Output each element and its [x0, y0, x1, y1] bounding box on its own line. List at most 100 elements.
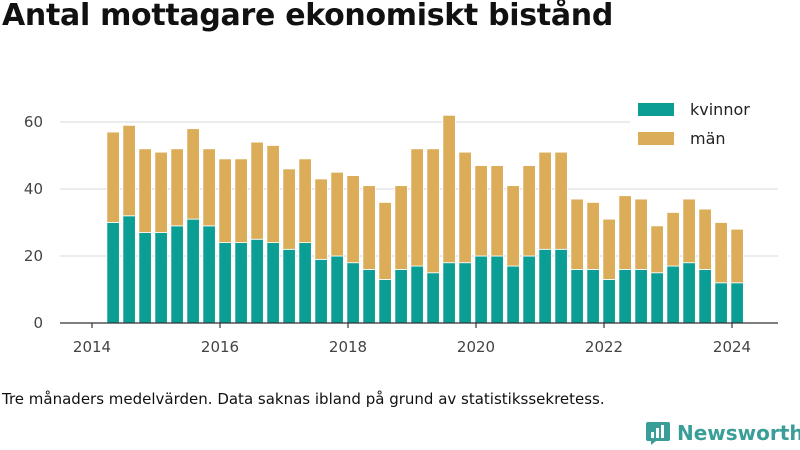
- bar-kvinnor: [394, 268, 408, 324]
- bar-man: [138, 148, 152, 233]
- bar-man: [282, 168, 296, 250]
- bar-kvinnor: [282, 248, 296, 324]
- bar-kvinnor: [314, 258, 328, 324]
- bar-man: [442, 114, 456, 264]
- bar-man: [474, 165, 488, 257]
- bar-man: [346, 175, 360, 264]
- bar-man: [218, 158, 232, 244]
- bar-kvinnor: [106, 222, 120, 324]
- bar-stack: [202, 148, 216, 324]
- bar-stack: [682, 198, 696, 324]
- bar-kvinnor: [202, 225, 216, 324]
- bar-kvinnor: [154, 232, 168, 324]
- bar-kvinnor: [218, 242, 232, 324]
- bar-man: [154, 151, 168, 233]
- bar-kvinnor: [522, 255, 536, 324]
- bar-man: [714, 222, 728, 284]
- bar-stack: [138, 148, 152, 324]
- bar-kvinnor: [474, 255, 488, 324]
- bar-man: [426, 148, 440, 274]
- bar-man: [330, 171, 344, 257]
- bar-kvinnor: [586, 268, 600, 324]
- bar-man: [698, 208, 712, 270]
- y-tick-label: 20: [24, 247, 43, 265]
- bar-stack: [154, 151, 168, 324]
- bar-man: [314, 178, 328, 260]
- bar-man: [586, 201, 600, 270]
- bar-kvinnor: [682, 262, 696, 324]
- bar-stack: [458, 151, 472, 324]
- x-tick-label: 2022: [585, 338, 623, 356]
- footnote: Tre månaders medelvärden. Data saknas ib…: [2, 390, 605, 408]
- bar-kvinnor: [426, 272, 440, 324]
- bar-kvinnor: [410, 265, 424, 324]
- bar-stack: [730, 228, 744, 324]
- legend-swatch: [638, 103, 674, 116]
- bar-man: [170, 148, 184, 227]
- bar-kvinnor: [378, 279, 392, 324]
- bar-kvinnor: [554, 248, 568, 324]
- bar-stack: [186, 128, 200, 324]
- bar-stack: [346, 175, 360, 324]
- bar-stack: [426, 148, 440, 324]
- bar-kvinnor: [250, 238, 264, 324]
- bar-kvinnor: [570, 268, 584, 324]
- bar-stack: [490, 165, 504, 324]
- bar-man: [682, 198, 696, 264]
- bar-kvinnor: [266, 242, 280, 324]
- bar-man: [634, 198, 648, 270]
- bar-man: [666, 212, 680, 267]
- bar-man: [202, 148, 216, 227]
- bar-man: [730, 228, 744, 284]
- bar-man: [186, 128, 200, 220]
- bar-stack: [362, 185, 376, 324]
- bar-stack: [234, 158, 248, 324]
- bar-man: [298, 158, 312, 244]
- x-tick-label: 2020: [457, 338, 495, 356]
- bar-man: [458, 151, 472, 264]
- bar-man: [602, 218, 616, 280]
- bar-man: [250, 141, 264, 240]
- x-tick-label: 2016: [201, 338, 239, 356]
- bar-stack: [298, 158, 312, 324]
- bar-stack: [618, 195, 632, 324]
- bar-man: [570, 198, 584, 270]
- bar-kvinnor: [730, 282, 744, 324]
- bar-kvinnor: [442, 262, 456, 324]
- bar-man: [618, 195, 632, 270]
- x-tick-label: 2024: [713, 338, 751, 356]
- x-axis-ticks: 2014 2016 2018 2020 2022 2024: [73, 323, 751, 356]
- bar-stack: [314, 178, 328, 324]
- bar-man: [394, 185, 408, 270]
- x-tick-label: 2014: [73, 338, 111, 356]
- bar-kvinnor: [234, 242, 248, 324]
- bar-stack: [714, 222, 728, 324]
- bar-stack: [122, 124, 136, 324]
- bar-man: [362, 185, 376, 270]
- bar-man: [490, 165, 504, 257]
- stacked-bar-chart: 0 20 40 60 2014 2016 2018 2020 2022 2024 kvinnor…: [23, 100, 778, 356]
- brand-name: Newsworthy: [677, 421, 800, 445]
- bar-stack: [634, 198, 648, 324]
- bar-man: [538, 151, 552, 250]
- bar-man: [522, 165, 536, 257]
- chart-title: Antal mottagare ekonomiskt bistånd: [2, 0, 614, 33]
- bar-kvinnor: [186, 218, 200, 324]
- bar-kvinnor: [602, 279, 616, 324]
- bar-kvinnor: [650, 272, 664, 324]
- bar-kvinnor: [538, 248, 552, 324]
- bar-kvinnor: [618, 268, 632, 324]
- bar-man: [378, 201, 392, 280]
- bar-man: [266, 145, 280, 243]
- bar-stack: [250, 141, 264, 324]
- bar-kvinnor: [138, 232, 152, 324]
- bar-man: [506, 185, 520, 267]
- bar-kvinnor: [170, 225, 184, 324]
- bar-stack: [522, 165, 536, 324]
- bar-stack: [442, 114, 456, 324]
- bar-stack: [586, 201, 600, 324]
- bar-kvinnor: [506, 265, 520, 324]
- bar-kvinnor: [346, 262, 360, 324]
- bar-kvinnor: [122, 215, 136, 324]
- y-tick-label: 60: [24, 113, 43, 131]
